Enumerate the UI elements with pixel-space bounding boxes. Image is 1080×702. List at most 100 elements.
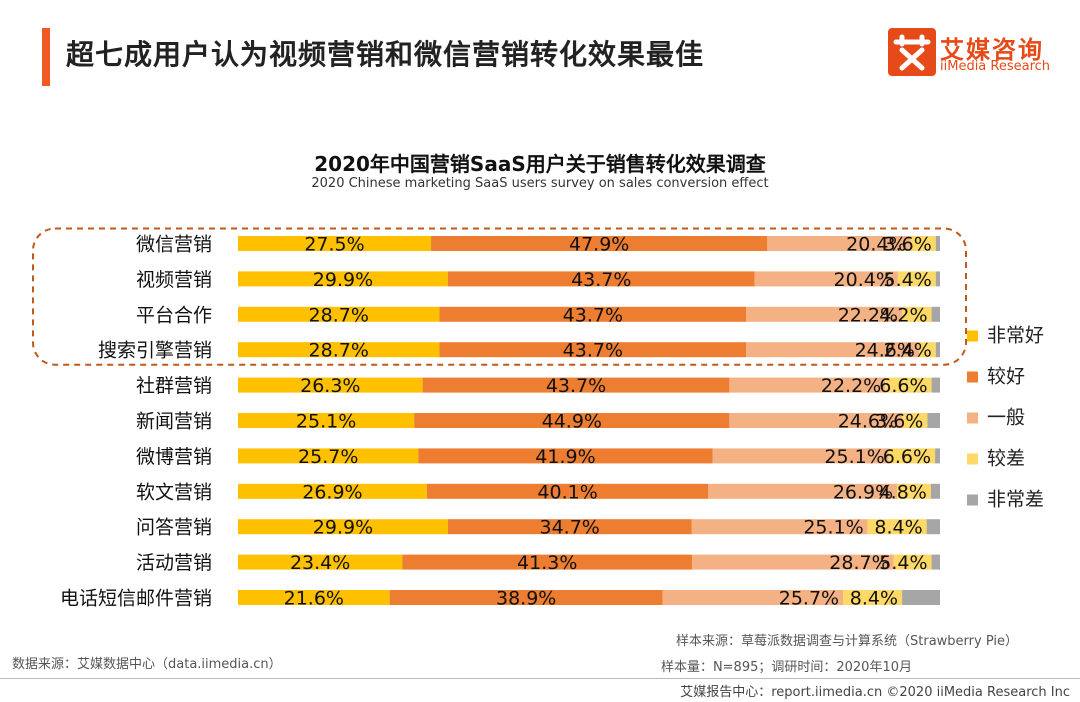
bar-segment <box>238 236 432 251</box>
data-label: 22.2% <box>838 304 898 326</box>
data-label: 22.2% <box>821 375 881 397</box>
data-label: 24.6% <box>838 411 898 433</box>
legend-label: 较好 <box>987 366 1025 388</box>
data-label: 29.9% <box>313 269 373 291</box>
bar-segment <box>867 519 927 535</box>
data-label: 6.6% <box>883 446 931 468</box>
bar-segment <box>662 590 844 605</box>
bar-segment <box>885 377 932 393</box>
bar-segment <box>926 519 940 535</box>
legend-swatch <box>967 330 978 342</box>
data-label: 3.6% <box>875 411 923 433</box>
bar-segment <box>238 271 448 287</box>
bar-segment <box>918 342 936 358</box>
data-label: 26.9% <box>302 481 362 503</box>
bar-segment <box>935 236 940 251</box>
bar-segment <box>389 590 663 605</box>
bar-segment <box>729 413 903 428</box>
bar-segment <box>439 306 747 322</box>
bar-segment <box>439 342 747 358</box>
chart-title: 2020年中国营销SaaS用户关于销售转化效果调查 <box>314 152 766 176</box>
data-label: 4.2% <box>879 304 927 326</box>
data-label: 23.4% <box>290 552 350 574</box>
bar-segment <box>422 377 730 393</box>
data-label: 28.7% <box>309 304 369 326</box>
category-label: 新闻营销 <box>136 411 212 433</box>
data-label: 8.4% <box>850 588 898 610</box>
bar-segment <box>447 519 692 535</box>
legend-label: 一般 <box>987 407 1025 429</box>
category-label: 软文营销 <box>136 481 212 503</box>
data-label: 4.8% <box>879 481 927 503</box>
iimedia-logo: 艾媒咨询 iiMedia Research <box>888 28 1068 80</box>
bar-segment <box>902 590 940 605</box>
footer-divider <box>0 678 1080 679</box>
data-label: 41.9% <box>535 446 595 468</box>
data-label: 44.9% <box>542 411 602 433</box>
legend-label: 较差 <box>987 448 1025 470</box>
category-label: 社群营销 <box>136 375 212 397</box>
data-label: 38.9% <box>496 588 556 610</box>
bar-segment <box>431 236 768 251</box>
bar-segment <box>426 483 709 499</box>
bar-segment <box>238 448 419 464</box>
data-label: 2.4% <box>884 340 932 362</box>
page-title: 超七成用户认为视频营销和微信营销转化效果最佳 <box>66 38 705 71</box>
bar-segment <box>931 377 940 393</box>
bar-segment <box>935 448 940 464</box>
sample-size: 样本量：N=895；调研时间：2020年10月 <box>660 660 912 675</box>
data-label: 25.1% <box>824 446 884 468</box>
data-label: 43.7% <box>563 340 623 362</box>
category-label: 搜索引擎营销 <box>98 340 212 362</box>
bar-segment <box>746 306 903 322</box>
chart-subtitle: 2020 Chinese marketing SaaS users survey… <box>311 176 769 191</box>
data-label: 29.9% <box>313 517 373 539</box>
data-label: 8.4% <box>874 517 922 539</box>
bar-segment <box>754 271 898 287</box>
legend-swatch <box>967 412 978 424</box>
bar-segment <box>893 554 932 570</box>
bar-segment <box>238 342 440 358</box>
bar-segment <box>897 483 931 499</box>
legend-label: 非常差 <box>987 489 1044 511</box>
bar-segment <box>238 590 390 605</box>
data-label: 20.4% <box>846 234 906 256</box>
data-label: 5.4% <box>879 552 927 574</box>
bar-segment <box>843 590 903 605</box>
legend-swatch <box>967 453 978 465</box>
bar-segment <box>767 236 911 251</box>
copyright: 艾媒报告中心：report.iimedia.cn ©2020 iiMedia R… <box>680 685 1070 700</box>
data-label: 43.7% <box>546 375 606 397</box>
bar-segment <box>902 413 928 428</box>
bar-segment <box>692 554 894 570</box>
bar-segment <box>238 483 427 499</box>
data-label: 34.7% <box>540 517 600 539</box>
data-label: 20.4% <box>834 269 894 291</box>
iimedia-logo-icon <box>888 28 936 76</box>
category-label: 问答营销 <box>136 517 212 539</box>
data-label: 41.3% <box>517 552 577 574</box>
data-label: 25.7% <box>298 446 358 468</box>
category-label: 平台合作 <box>136 304 212 326</box>
bar-segment <box>708 483 898 499</box>
data-label: 40.1% <box>537 481 597 503</box>
data-label: 27.5% <box>304 234 364 256</box>
bar-segment <box>729 377 886 393</box>
bar-segment <box>238 377 423 393</box>
bar-segment <box>418 448 713 464</box>
data-label: 21.6% <box>284 588 344 610</box>
bar-segment <box>888 448 936 464</box>
data-source: 数据来源：艾媒数据中心（data.iimedia.cn） <box>12 657 282 672</box>
bar-segment <box>238 554 403 570</box>
bar-segment <box>414 413 730 428</box>
legend-swatch <box>967 494 978 506</box>
data-label: 5.4% <box>884 269 932 291</box>
data-label: 26.3% <box>300 375 360 397</box>
bar-segment <box>447 271 755 287</box>
highlight-box <box>32 227 967 366</box>
bar-segment <box>691 519 868 535</box>
category-label: 微博营销 <box>136 446 212 468</box>
bar-segment <box>238 519 448 535</box>
stacked-bar-chart: 微信营销 27.5% 47.9% 20.4%3.6%视频营销 29.9% 43.7% 20.… <box>32 227 1044 610</box>
bar-segment <box>897 271 936 287</box>
